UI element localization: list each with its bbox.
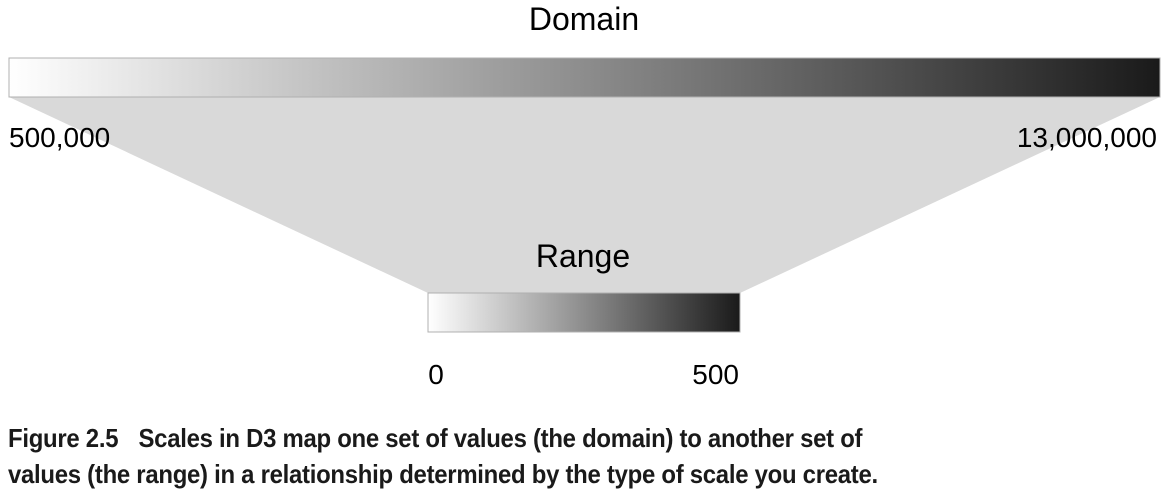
range-min-label: 0 (428, 359, 444, 390)
figure-caption: Figure 2.5 Scales in D3 map one set of va… (8, 420, 1072, 492)
mapping-funnel (9, 97, 1160, 293)
caption-line-2: values (the range) in a relationship det… (8, 459, 878, 489)
range-gradient-bar (427, 292, 741, 333)
figure-number: Figure 2.5 (8, 423, 119, 453)
caption-text-1: Scales in D3 map one set of values (the … (138, 423, 863, 453)
range-label: Range (536, 238, 630, 274)
domain-min-label: 500,000 (9, 122, 110, 153)
domain-max-label: 13,000,000 (1017, 122, 1157, 153)
scale-diagram: Domain 500,000 13,000,000 Range 0 500 (8, 1, 1161, 390)
caption-line-1: Figure 2.5 Scales in D3 map one set of va… (8, 420, 1072, 456)
range-max-label: 500 (692, 359, 739, 390)
domain-label: Domain (529, 1, 639, 37)
domain-gradient-bar (8, 57, 1161, 98)
